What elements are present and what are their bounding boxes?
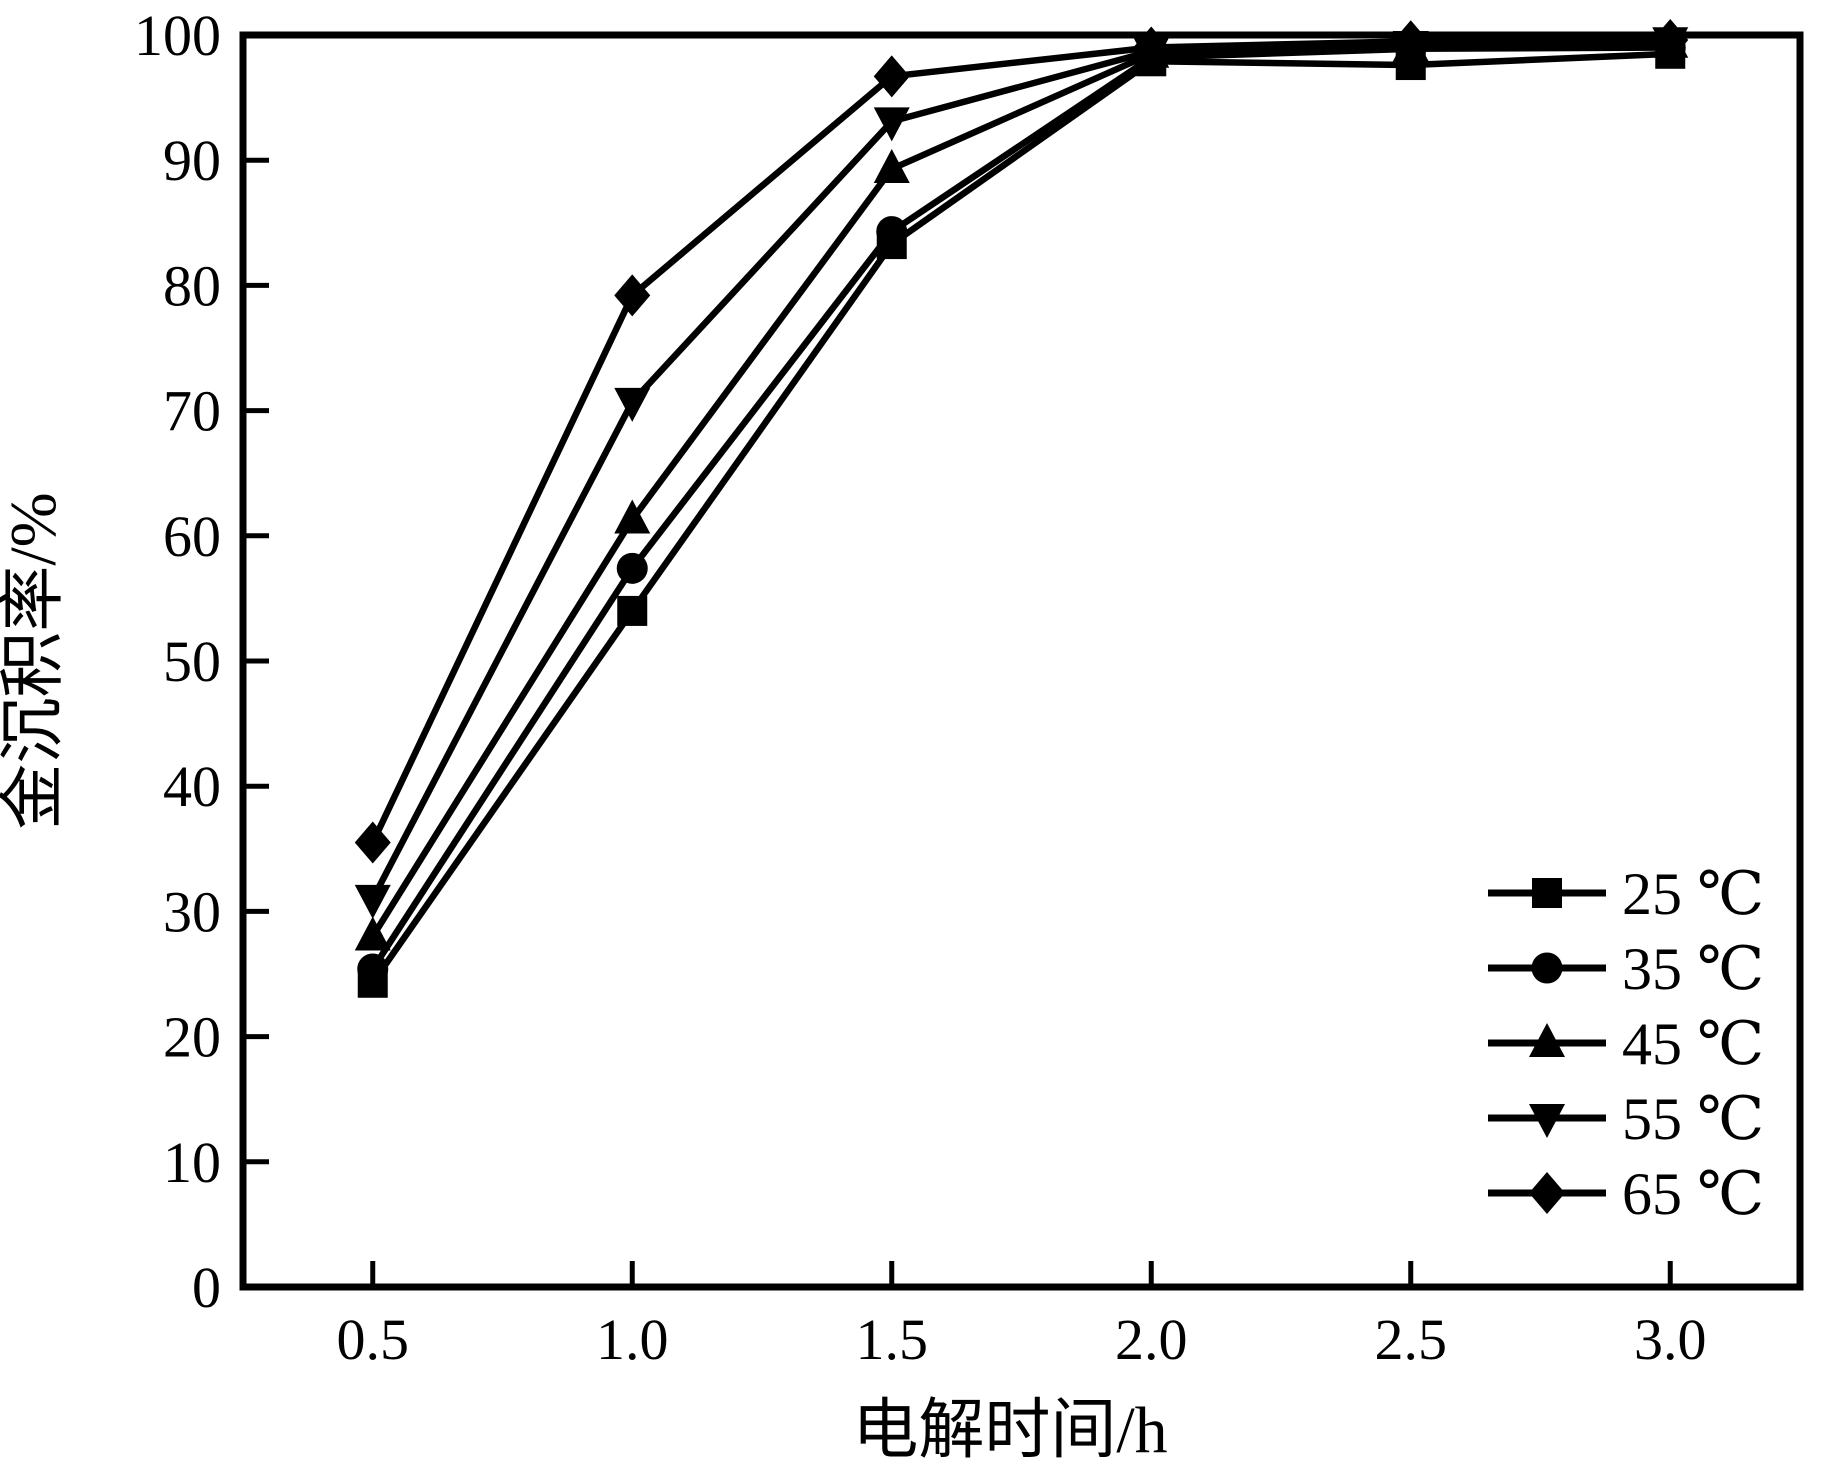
y-tick-label: 30 xyxy=(163,879,221,944)
marker-triangle-down xyxy=(873,107,910,142)
marker-diamond xyxy=(614,274,651,317)
y-tick-label: 40 xyxy=(163,754,221,819)
y-tick-label: 0 xyxy=(192,1255,221,1320)
y-tick-label: 60 xyxy=(163,504,221,569)
x-tick-label: 3.0 xyxy=(1634,1307,1707,1372)
legend-label: 45 ℃ xyxy=(1622,1011,1764,1077)
series-line-65℃ xyxy=(369,36,1671,844)
marker-square xyxy=(1532,878,1562,908)
marker-triangle-up xyxy=(873,148,910,183)
marker-circle xyxy=(357,953,389,985)
marker-triangle-down xyxy=(614,387,651,422)
marker-square xyxy=(617,595,648,626)
y-tick-label: 100 xyxy=(134,3,221,68)
series-line-45℃ xyxy=(369,40,1671,939)
marker-circle xyxy=(1531,952,1563,984)
marker-diamond xyxy=(873,55,910,98)
y-tick-label: 80 xyxy=(163,253,221,318)
y-tick-label: 20 xyxy=(163,1005,221,1070)
legend-label: 35 ℃ xyxy=(1622,936,1764,1002)
legend-label: 55 ℃ xyxy=(1622,1086,1764,1152)
y-tick-label: 50 xyxy=(163,629,221,694)
marker-triangle-up xyxy=(614,499,651,534)
series-line-55℃ xyxy=(369,38,1671,901)
chart-generated-content: 0 10 20 30 40 50 60 70 80 90 100 0.5 1.0 1.5 2.0 2.5 3.0… xyxy=(134,3,1804,1372)
y-tick-label: 10 xyxy=(163,1130,221,1195)
y-axis-title: 金沉积率/% xyxy=(0,492,70,829)
x-axis-title: 电解时间/h xyxy=(852,1394,1167,1467)
legend-label: 65 ℃ xyxy=(1622,1161,1764,1227)
marker-diamond xyxy=(1133,26,1170,69)
marker-circle xyxy=(876,216,908,248)
x-tick-label: 2.5 xyxy=(1375,1307,1448,1372)
x-tick-label: 1.0 xyxy=(596,1307,669,1372)
marker-diamond xyxy=(354,821,391,864)
x-tick-label: 0.5 xyxy=(337,1307,410,1372)
marker-diamond xyxy=(1529,1172,1565,1214)
y-tick-label: 90 xyxy=(163,128,221,193)
legend-label: 25 ℃ xyxy=(1622,861,1764,927)
marker-triangle-down xyxy=(354,884,391,919)
series-line-35℃ xyxy=(370,44,1671,971)
y-tick-label: 70 xyxy=(163,379,221,444)
marker-triangle-up xyxy=(354,916,391,951)
marker-triangle-down xyxy=(1529,1104,1565,1138)
x-tick-label: 2.0 xyxy=(1115,1307,1188,1372)
marker-diamond xyxy=(1652,19,1689,62)
marker-diamond xyxy=(1392,20,1429,63)
marker-circle xyxy=(616,552,648,584)
plot-border xyxy=(239,31,1804,1291)
series-line-25℃ xyxy=(370,50,1671,985)
marker-triangle-up xyxy=(1529,1023,1565,1057)
x-tick-label: 1.5 xyxy=(856,1307,929,1372)
